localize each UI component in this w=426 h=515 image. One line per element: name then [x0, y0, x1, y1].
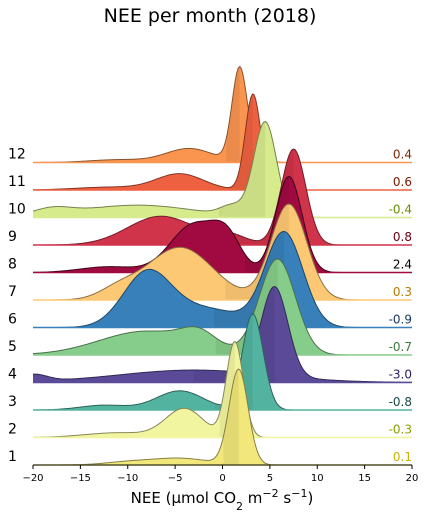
ridge-outline-5 [32, 258, 412, 356]
ridge-area-11 [33, 94, 412, 190]
mean-value-label-6: -0.9 [389, 313, 412, 327]
ridge-mean-band-11 [228, 93, 253, 190]
row-label-month-4: 4 [8, 367, 17, 383]
row-label-month-1: 1 [8, 449, 17, 465]
ridge-month-2: 2 -0.3 [8, 340, 412, 439]
mean-value-label-4: -3.0 [389, 368, 412, 382]
x-tick-label: 0 [219, 473, 225, 484]
mean-value-label-3: -0.8 [389, 395, 412, 409]
row-label-month-12: 12 [8, 147, 26, 163]
row-label-month-3: 3 [8, 394, 17, 410]
x-tick-label: −20 [22, 473, 43, 484]
x-tick-label: 20 [406, 473, 419, 484]
row-label-month-6: 6 [8, 312, 17, 328]
x-axis-label-subscript: 2 [236, 500, 243, 513]
chart-title: NEE per month (2018) [104, 5, 317, 27]
ridge-outline-4 [32, 285, 413, 383]
ridge-area-8 [33, 176, 412, 273]
x-axis-label-part: s [279, 489, 292, 507]
row-label-month-2: 2 [8, 422, 17, 438]
x-axis-label-superscript: −1 [291, 487, 307, 500]
ridge-outline-12 [32, 65, 412, 163]
ridge-month-12: 12 0.4 [8, 65, 412, 164]
row-label-month-9: 9 [8, 229, 17, 245]
mean-value-label-8: 2.4 [393, 258, 412, 272]
x-tick-label: 10 [311, 473, 324, 484]
mean-value-label-12: 0.4 [393, 148, 412, 162]
ridge-area-6 [33, 231, 412, 328]
x-tick-label: 5 [267, 473, 273, 484]
ridge-area-10 [33, 121, 412, 218]
ridge-area-4 [33, 286, 412, 383]
ridge-mean-band-10 [218, 121, 266, 218]
ridge-area-5 [33, 259, 412, 355]
ridge-outline-11 [32, 93, 412, 191]
ridge-area-7 [33, 204, 412, 300]
ridge-area-1 [33, 369, 412, 465]
x-tick-label: −15 [70, 473, 91, 484]
mean-value-label-1: 0.1 [393, 450, 412, 464]
ridge-mean-band-1 [223, 368, 239, 465]
ridge-month-10: 10 -0.4 [8, 120, 412, 219]
x-tick-label: −10 [117, 473, 138, 484]
mean-value-label-11: 0.6 [393, 175, 412, 189]
row-label-month-7: 7 [8, 284, 17, 300]
x-axis-label: NEE (µmol CO2 m−2 s−1) [131, 487, 314, 513]
mean-value-label-9: 0.8 [393, 230, 412, 244]
row-label-month-5: 5 [8, 339, 17, 355]
mean-value-label-7: 0.3 [393, 285, 412, 299]
ridge-area-12 [33, 66, 412, 163]
ridge-mean-band-12 [226, 66, 240, 163]
ridge-area-3 [33, 314, 412, 410]
x-axis-label-part: ) [307, 489, 313, 507]
ridges-group: 12 0.411 0.610 -0.49 0.88 2.47 0.36 -0.95 -0.74-… [8, 65, 413, 466]
ridge-month-3: 3 -0.8 [8, 313, 412, 411]
x-axis-label-superscript: −2 [262, 487, 278, 500]
ridge-month-11: 11 0.6 [8, 93, 412, 191]
mean-value-label-5: -0.7 [389, 340, 412, 354]
x-tick-label: −5 [168, 473, 183, 484]
ridge-month-8: 8 2.4 [8, 175, 412, 274]
x-axis-label-part: m [243, 489, 262, 507]
ridge-outline-3 [32, 313, 412, 411]
ridge-outline-10 [32, 120, 412, 218]
mean-value-label-2: -0.3 [389, 423, 412, 437]
x-axis: −20 −15 −10 −5 0 5 10 15 20 [22, 464, 419, 484]
mean-value-label-10: -0.4 [389, 203, 412, 217]
x-tick-label: 15 [358, 473, 371, 484]
row-label-month-11: 11 [8, 174, 26, 190]
row-label-month-10: 10 [8, 202, 26, 218]
row-label-month-8: 8 [8, 257, 17, 273]
ridge-month-1: 1 0.1 [8, 368, 412, 466]
x-axis-label-part: NEE (µmol CO [131, 489, 236, 507]
